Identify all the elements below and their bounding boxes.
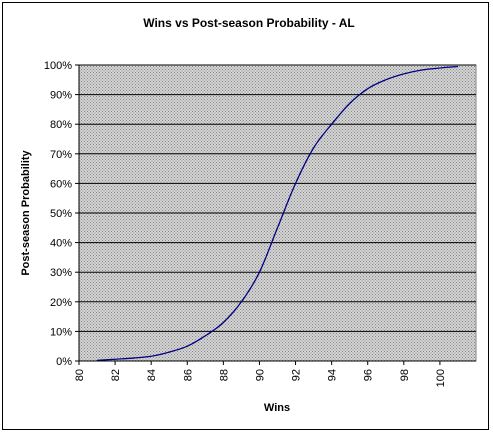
x-tick-label-9: 98 xyxy=(399,369,411,381)
y-tick-label-10: 100% xyxy=(44,60,72,72)
x-axis-ticks: 80 82 84 86 88 90 92 94 96 98 100 xyxy=(74,361,447,387)
y-tick-label-4: 40% xyxy=(50,238,72,250)
y-axis-ticks: 0% 10% 20% 30% 40% 50% 60% 70% 80% 90% 100% xyxy=(44,60,79,368)
chart-title: Wins vs Post-season Probability - AL xyxy=(143,16,355,30)
y-tick-label-7: 70% xyxy=(50,149,72,161)
chart-svg: Wins vs Post-season Probability - AL 0% 1… xyxy=(20,16,477,414)
x-tick-label-3: 86 xyxy=(182,369,194,381)
y-tick-label-6: 60% xyxy=(50,178,72,190)
x-tick-label-10: 100 xyxy=(435,369,447,387)
x-tick-label-1: 82 xyxy=(110,369,122,381)
x-tick-label-7: 94 xyxy=(327,369,339,381)
y-tick-label-8: 80% xyxy=(50,119,72,131)
y-axis-title: Post-season Probability xyxy=(20,149,32,275)
y-tick-label-1: 10% xyxy=(50,326,72,338)
x-tick-label-2: 84 xyxy=(146,369,158,381)
x-axis-title: Wins xyxy=(264,402,290,414)
x-tick-label-4: 88 xyxy=(218,369,230,381)
x-tick-label-6: 92 xyxy=(291,369,303,381)
y-tick-label-5: 50% xyxy=(50,208,72,220)
x-tick-label-8: 96 xyxy=(363,369,375,381)
x-tick-label-0: 80 xyxy=(74,369,86,381)
y-tick-label-9: 90% xyxy=(50,90,72,102)
y-tick-label-3: 30% xyxy=(50,267,72,279)
y-tick-label-0: 0% xyxy=(56,356,72,368)
gridlines xyxy=(79,64,476,332)
x-tick-label-5: 90 xyxy=(254,369,266,381)
y-tick-label-2: 20% xyxy=(50,297,72,309)
series-line-0 xyxy=(97,65,459,362)
chart-frame: Wins vs Post-season Probability - AL 0% 1… xyxy=(2,2,489,430)
series-layer xyxy=(97,65,459,362)
